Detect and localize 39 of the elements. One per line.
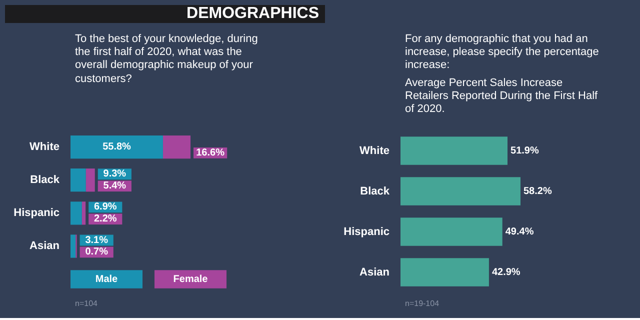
data-label: 6.9%: [94, 202, 117, 213]
bar: [400, 218, 502, 246]
data-label: 42.9%: [492, 266, 520, 278]
text: n=19-104: [405, 299, 440, 309]
chart-subtitle: To the best of your knowledge, during the first half of 2020, what was the overall demographic makeup of your customers?: [75, 33, 259, 86]
text: DEMOGRAPHICS: [186, 5, 319, 23]
bar: [82, 202, 86, 225]
bar: [70, 202, 82, 225]
data-label: 5.4%: [103, 180, 126, 192]
data-label: 16.6%: [196, 147, 225, 158]
y-tick-label: White: [360, 144, 390, 157]
data-label: 2.2%: [94, 214, 117, 225]
text: Female: [173, 274, 208, 285]
y-tick-label: Hispanic: [344, 226, 390, 238]
bar: [86, 168, 95, 192]
chart-subtitle: Average Percent Sales Increase Retailers Reported During the First Half of 2020.: [405, 76, 599, 116]
text: n=104: [75, 299, 98, 309]
data-label: 9.3%: [103, 168, 126, 180]
chart-title: For any demographic that you had an increase, please specify the percentage increase:: [405, 33, 600, 73]
data-label: 58.2%: [524, 186, 552, 197]
bar: [70, 135, 163, 159]
data-label: 49.4%: [505, 226, 534, 238]
y-tick-label: Asian: [30, 240, 60, 252]
y-tick-label: White: [30, 141, 60, 154]
data-label: 51.9%: [510, 145, 539, 156]
data-label: 3.1%: [85, 234, 108, 246]
bar: [162, 135, 190, 159]
bar: [400, 258, 489, 286]
y-tick-label: Black: [30, 174, 60, 186]
text: Male: [95, 274, 118, 285]
y-tick-label: Asian: [360, 266, 390, 278]
data-label: 55.8%: [102, 142, 132, 153]
bar: [70, 168, 86, 192]
bar: [400, 177, 520, 206]
bar: [70, 234, 76, 258]
data-label: 0.7%: [85, 246, 108, 258]
bar: [400, 136, 508, 165]
y-tick-label: Hispanic: [14, 207, 60, 220]
y-tick-label: Black: [360, 185, 390, 198]
